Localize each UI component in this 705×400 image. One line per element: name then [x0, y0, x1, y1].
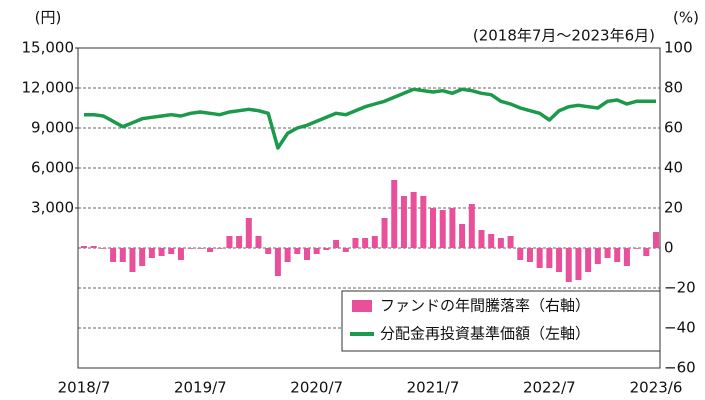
bar [478, 230, 485, 248]
y2-tick-label: −40 [664, 319, 696, 337]
bar [633, 248, 640, 249]
bar [430, 208, 437, 248]
y-tick-label: 6,000 [31, 159, 74, 177]
y2-tick-label: 40 [664, 159, 683, 177]
bar [488, 234, 495, 248]
y2-tick-label: 100 [664, 39, 693, 57]
bar [623, 248, 630, 266]
bar [546, 248, 553, 268]
bar [565, 248, 572, 282]
bar [110, 248, 117, 262]
bar [245, 218, 252, 248]
legend-label: 分配金再投資基準価額（左軸） [380, 325, 590, 343]
x-tick-label: 2023/6 [630, 379, 683, 397]
bar [459, 224, 466, 248]
y2-tick-label: 80 [664, 79, 683, 97]
bar [439, 210, 446, 248]
bar [594, 248, 601, 264]
legend-box [341, 290, 661, 352]
bar [187, 248, 194, 249]
bar [604, 248, 611, 258]
x-tick-label: 2022/7 [523, 379, 576, 397]
y2-tick-label: −60 [664, 359, 696, 377]
bar [81, 246, 87, 248]
bar [526, 248, 533, 262]
bar [148, 248, 155, 258]
bar [449, 208, 456, 248]
bar [100, 248, 107, 249]
bar [497, 238, 504, 248]
legend-swatch [352, 300, 372, 312]
bar [653, 232, 659, 248]
bar [352, 238, 359, 248]
x-tick-label: 2019/7 [174, 379, 227, 397]
bar [129, 248, 136, 272]
x-tick-label: 2021/7 [407, 379, 460, 397]
x-tick-label: 2020/7 [290, 379, 343, 397]
bar [381, 218, 388, 248]
bar [255, 236, 262, 248]
y-tick-label: 3,000 [31, 199, 74, 217]
y2-axis-unit: (%) [673, 9, 699, 27]
bar [400, 196, 407, 248]
y-tick-label: 9,000 [31, 119, 74, 137]
y2-tick-label: −20 [664, 279, 696, 297]
y2-tick-label: 0 [664, 239, 674, 257]
bar [342, 248, 349, 252]
subtitle: (2018年7月～2023年6月) [473, 27, 655, 45]
bar [265, 248, 272, 254]
bar [333, 240, 340, 248]
bar [391, 180, 398, 248]
line [84, 87, 656, 150]
bar [168, 248, 175, 254]
bar [614, 248, 621, 262]
bar [177, 248, 184, 260]
bar [158, 248, 165, 256]
bar [284, 248, 291, 262]
bar [197, 248, 204, 249]
bar [207, 248, 214, 252]
y-tick-label: 15,000 [22, 39, 75, 57]
bar [274, 248, 281, 276]
bar [294, 248, 301, 254]
bar [216, 248, 223, 249]
bar [420, 196, 427, 248]
bar [139, 248, 146, 266]
bar [362, 238, 369, 248]
bar [556, 248, 563, 272]
y2-tick-label: 20 [664, 199, 683, 217]
bar [468, 204, 475, 248]
y-axis-unit: (円) [35, 9, 62, 27]
bar [536, 248, 543, 268]
bar [517, 248, 524, 260]
legend-label: ファンドの年間騰落率（右軸） [380, 297, 590, 315]
bar [236, 236, 243, 248]
bar [226, 236, 233, 248]
bar [119, 248, 126, 262]
bar [507, 236, 514, 248]
bar [303, 248, 310, 260]
bar [585, 248, 592, 272]
bar [313, 248, 320, 254]
y2-tick-label: 60 [664, 119, 683, 137]
bar [90, 246, 97, 248]
bar [371, 236, 378, 248]
bar [643, 248, 650, 256]
y-tick-label: 12,000 [22, 79, 75, 97]
x-tick-label: 2018/7 [58, 379, 111, 397]
bar [323, 248, 330, 250]
bar [575, 248, 582, 280]
bar [410, 192, 417, 248]
